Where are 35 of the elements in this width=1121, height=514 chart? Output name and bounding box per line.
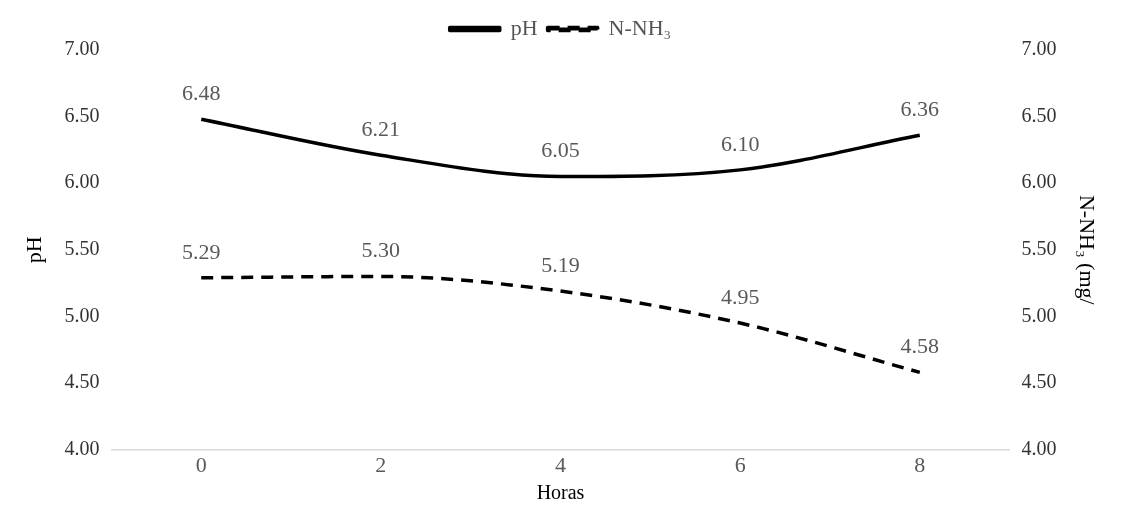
data-label: 6.05: [541, 137, 580, 163]
y2-axis-title: N-NH₃ (mg/: [1075, 194, 1101, 306]
y-tick-label: 4.50: [64, 370, 100, 393]
y-axis-title: pH: [20, 236, 46, 264]
y2-tick-label: 5.00: [1021, 303, 1057, 326]
line-series: [199, 117, 922, 179]
x-tick-label: 0: [195, 451, 207, 477]
y2-tick-label: 5.50: [1021, 237, 1057, 260]
legend-label: pH: [510, 14, 538, 40]
legend-label: N-NH₃: [608, 14, 672, 40]
data-label: 5.30: [361, 237, 401, 263]
data-label: 5.29: [181, 238, 221, 264]
data-label: 6.21: [361, 116, 401, 142]
y2-tick-label: 4.50: [1021, 370, 1057, 393]
y2-tick-label: 4.00: [1021, 436, 1057, 459]
y-tick-label: 4.00: [64, 436, 100, 459]
y-tick-label: 6.00: [64, 170, 100, 193]
y-tick-label: 5.50: [64, 237, 100, 260]
data-label: 4.95: [720, 283, 760, 309]
y2-tick-label: 6.50: [1021, 103, 1057, 126]
data-label: 5.19: [541, 251, 580, 277]
y2-tick-label: 6.00: [1021, 170, 1057, 193]
x-tick-label: 4: [555, 451, 566, 477]
x-tick-label: 8: [914, 451, 926, 477]
y-tick-label: 7.00: [64, 37, 100, 60]
data-label: 6.36: [900, 96, 940, 122]
data-label: 4.58: [900, 333, 940, 359]
y-tick-label: 6.50: [64, 103, 100, 126]
x-tick-label: 2: [375, 451, 387, 477]
y2-tick-label: 7.00: [1021, 37, 1057, 60]
y-tick-label: 5.00: [64, 303, 100, 326]
x-axis-title: Horas: [536, 481, 585, 504]
data-label: 6.48: [181, 80, 221, 106]
data-label: 6.10: [720, 130, 760, 156]
x-tick-label: 6: [734, 451, 746, 477]
